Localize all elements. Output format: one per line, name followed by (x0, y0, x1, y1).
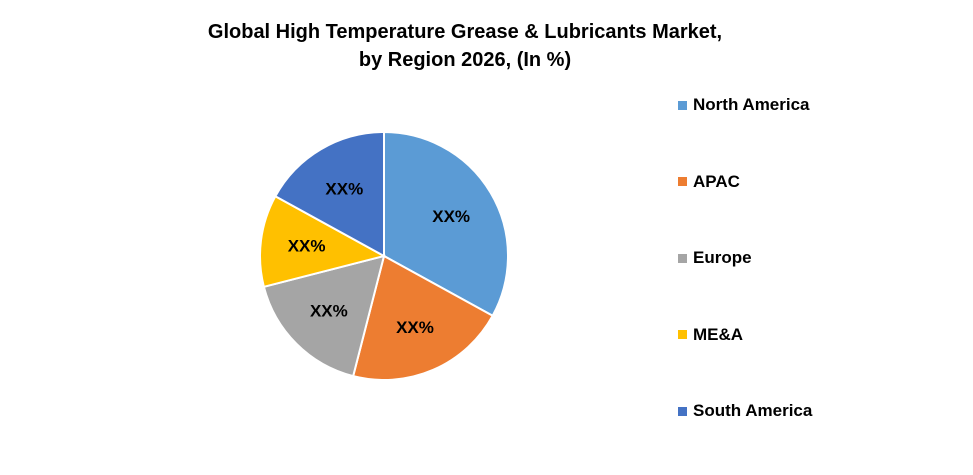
legend-item-north-america: North America (678, 92, 812, 118)
pie-slice-me-a (259, 194, 387, 289)
legend-label-south-america: South America (693, 401, 813, 420)
pie-slice-north-america (383, 130, 509, 318)
data-label-europe: XX% (310, 302, 348, 321)
pie-slice-europe (262, 254, 386, 378)
pie-slice-south-america (273, 130, 385, 258)
legend-label-me-a: ME&A (693, 324, 744, 344)
legend-label-europe: Europe (693, 248, 752, 267)
data-label-apac: XX% (396, 318, 434, 337)
legend-item-south-america: South America (678, 398, 812, 424)
legend-swatch-me-a (678, 330, 687, 339)
legend-item-me-a: ME&A (678, 322, 812, 348)
legend-item-apac: APAC (678, 169, 812, 195)
legend-swatch-europe (678, 253, 687, 263)
data-label-me-a: XX% (288, 237, 326, 256)
data-label-south-america: XX% (325, 179, 363, 198)
chart-legend: North America APAC Europe ME&A South America (678, 92, 812, 475)
legend-swatch-apac (678, 177, 687, 186)
chart-title-line-1: Global High Temperature Grease & Lubrica… (207, 21, 723, 43)
legend-label-north-america: North America (693, 95, 810, 114)
legend-swatch-south-america (678, 406, 687, 416)
chart-title: Global High Temperature Grease & Lubrica… (0, 18, 930, 74)
pie-slice-apac (351, 254, 495, 381)
chart-title-line-2: by Region 2026, (In %) (358, 49, 572, 71)
legend-item-europe: Europe (678, 245, 812, 271)
legend-swatch-north-america (678, 100, 687, 110)
data-label-north-america: XX% (432, 207, 470, 226)
legend-label-apac: APAC (693, 171, 740, 191)
